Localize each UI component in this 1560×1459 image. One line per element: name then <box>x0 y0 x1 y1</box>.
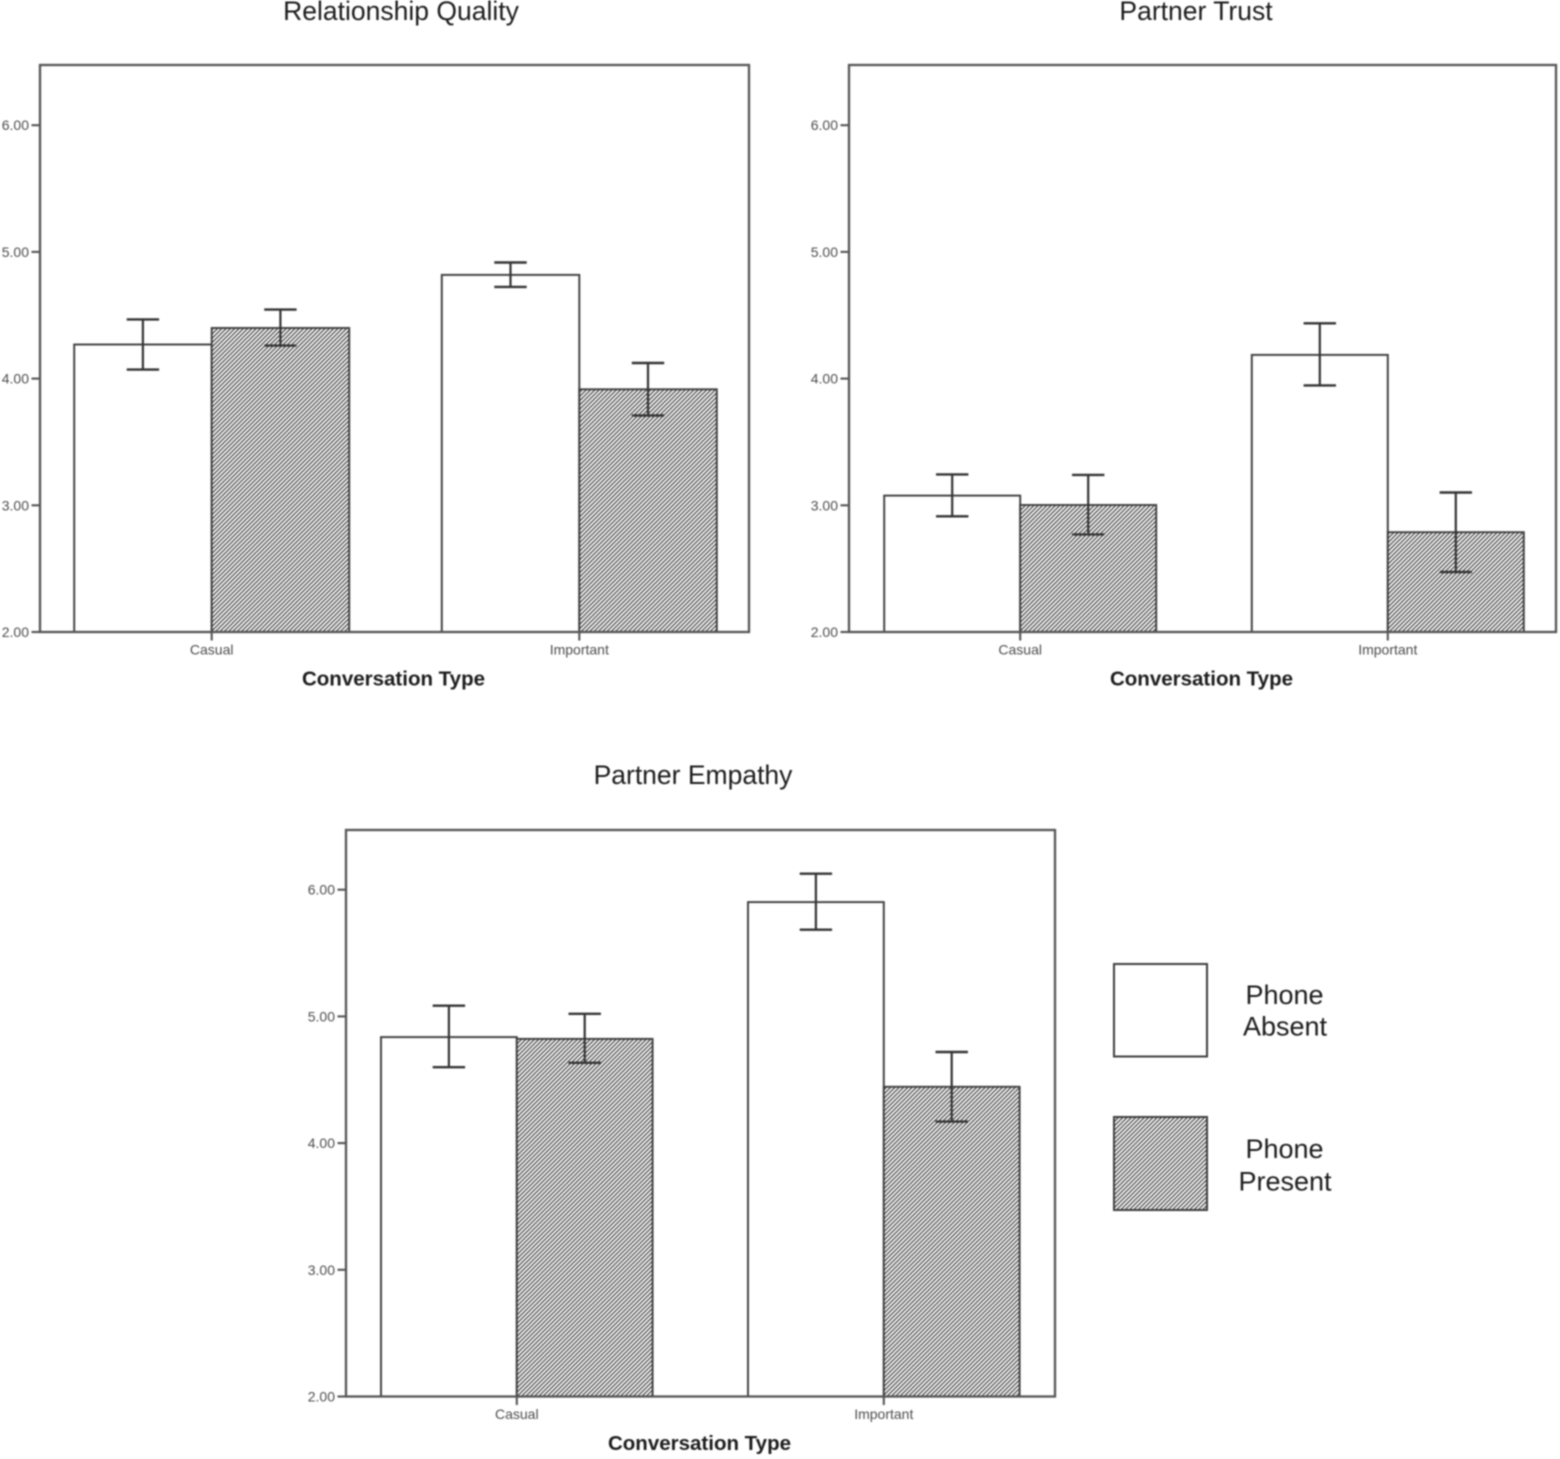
svg-text:Important: Important <box>550 642 609 658</box>
svg-text:4.00: 4.00 <box>2 371 29 387</box>
svg-text:Partner Empathy: Partner Empathy <box>594 760 794 790</box>
svg-text:Phone: Phone <box>1245 1134 1323 1164</box>
svg-text:4.00: 4.00 <box>811 371 838 387</box>
svg-text:6.00: 6.00 <box>2 117 29 133</box>
svg-text:Casual: Casual <box>495 1406 539 1422</box>
svg-text:5.00: 5.00 <box>2 244 29 260</box>
svg-text:Partner Trust: Partner Trust <box>1119 0 1273 26</box>
svg-text:2.00: 2.00 <box>811 624 838 640</box>
svg-text:Casual: Casual <box>190 642 234 658</box>
svg-text:4.00: 4.00 <box>308 1135 335 1151</box>
svg-text:Important: Important <box>854 1406 913 1422</box>
svg-text:Conversation Type: Conversation Type <box>1110 668 1293 691</box>
svg-text:3.00: 3.00 <box>308 1262 335 1278</box>
svg-text:Present: Present <box>1238 1167 1332 1197</box>
svg-text:2.00: 2.00 <box>2 624 29 640</box>
svg-text:5.00: 5.00 <box>811 244 838 260</box>
svg-text:3.00: 3.00 <box>811 497 838 513</box>
svg-text:Important: Important <box>1358 642 1417 658</box>
svg-text:6.00: 6.00 <box>811 117 838 133</box>
svg-text:Conversation Type: Conversation Type <box>608 1432 791 1454</box>
svg-text:Conversation Type: Conversation Type <box>302 668 485 691</box>
svg-text:Absent: Absent <box>1243 1012 1328 1042</box>
svg-text:6.00: 6.00 <box>308 882 335 898</box>
svg-text:2.00: 2.00 <box>308 1389 335 1405</box>
svg-text:Relationship Quality: Relationship Quality <box>283 0 519 26</box>
svg-text:3.00: 3.00 <box>2 497 29 513</box>
svg-text:Phone: Phone <box>1245 980 1323 1010</box>
svg-text:5.00: 5.00 <box>308 1008 335 1024</box>
svg-text:Casual: Casual <box>998 642 1042 658</box>
